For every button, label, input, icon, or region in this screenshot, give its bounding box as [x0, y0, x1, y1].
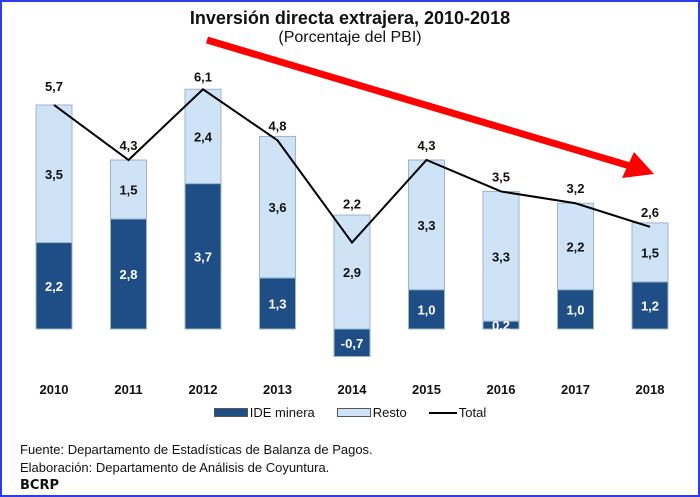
x-tick-label: 2010	[40, 382, 69, 397]
legend-label: Total	[458, 405, 487, 420]
bar-resto	[482, 190, 520, 322]
bar-resto	[408, 159, 445, 291]
label-resto: 2,9	[343, 265, 361, 280]
legend-item-ide: IDE minera	[213, 405, 315, 420]
bar-resto	[35, 104, 73, 244]
chart-subtitle: (Porcentaje del PBI)	[278, 29, 422, 46]
legend-swatch-resto	[336, 408, 371, 417]
label-ide-minera: 2,2	[45, 279, 63, 294]
label-total: 2,2	[343, 197, 361, 212]
bar-ide-minera	[110, 218, 147, 330]
label-total: 2,6	[641, 205, 659, 220]
x-tick-label: 2015	[412, 382, 441, 397]
bar-resto	[333, 214, 371, 330]
x-tick-label: 2011	[114, 382, 142, 397]
brand-label: BCRP	[20, 478, 59, 493]
label-total: 3,5	[492, 169, 510, 184]
label-total: 3,2	[566, 181, 584, 196]
label-resto: 3,3	[417, 218, 435, 233]
label-resto: 2,4	[194, 129, 213, 144]
chart-title: Inversión directa extrajera, 2010-2018	[189, 8, 511, 28]
bar-ide-minera	[333, 328, 371, 358]
legend: IDE minera Resto Total	[2, 405, 698, 420]
label-resto: 3,6	[268, 200, 286, 215]
label-total: 4,8	[268, 118, 286, 133]
label-ide-minera: 1,0	[417, 302, 435, 317]
line-total	[53, 87, 651, 245]
label-total: 4,3	[119, 138, 137, 153]
label-total: 4,3	[417, 138, 435, 153]
label-resto: 1,5	[119, 182, 137, 197]
legend-label: IDE minera	[249, 405, 315, 420]
trend-arrow-shaft	[206, 36, 631, 170]
legend-swatch-total	[428, 411, 457, 414]
bar-resto	[557, 202, 594, 291]
bar-ide-minera	[557, 289, 594, 330]
label-resto: 3,3	[492, 249, 510, 264]
bar-resto	[631, 222, 669, 283]
x-tick-label: 2014	[338, 382, 368, 397]
legend-swatch-ide	[213, 408, 248, 417]
label-ide-minera: 0,2	[492, 318, 510, 333]
x-tick-label: 2018	[636, 382, 665, 397]
label-resto: 2,2	[566, 239, 584, 254]
source-note: Fuente: Departamento de Estadísticas de …	[20, 442, 373, 457]
label-total: 6,1	[194, 69, 212, 84]
label-ide-minera: 1,0	[566, 302, 584, 317]
label-resto: 3,5	[45, 167, 63, 182]
label-ide-minera: 3,7	[194, 249, 212, 264]
label-ide-minera: 2,8	[119, 267, 137, 282]
legend-item-resto: Resto	[336, 405, 407, 420]
bar-ide-minera	[259, 277, 296, 330]
legend-item-total: Total	[428, 405, 487, 420]
label-ide-minera: -0,7	[341, 336, 363, 351]
label-ide-minera: 1,2	[641, 298, 659, 313]
bar-ide-minera	[35, 242, 73, 330]
x-tick-label: 2017	[561, 382, 590, 397]
x-tick-label: 2016	[487, 382, 516, 397]
trend-arrow-head	[622, 152, 654, 178]
notes: Fuente: Departamento de Estadísticas de …	[20, 441, 373, 495]
x-tick-label: 2012	[189, 382, 218, 397]
plot-area: 2,2 3,5 5,7 2010 2,8 1,5 4,3 2011 3,7 2,4 6,1 2012 1…	[35, 36, 669, 397]
legend-label: Resto	[372, 405, 407, 420]
elaboration-note: Elaboración: Departamento de Análisis de…	[20, 460, 330, 475]
x-tick-label: 2013	[263, 382, 292, 397]
bar-ide-minera	[631, 281, 669, 330]
label-total: 5,7	[45, 79, 63, 94]
bar-resto	[259, 135, 296, 279]
label-resto: 1,5	[641, 245, 659, 260]
label-ide-minera: 1,3	[268, 296, 286, 311]
